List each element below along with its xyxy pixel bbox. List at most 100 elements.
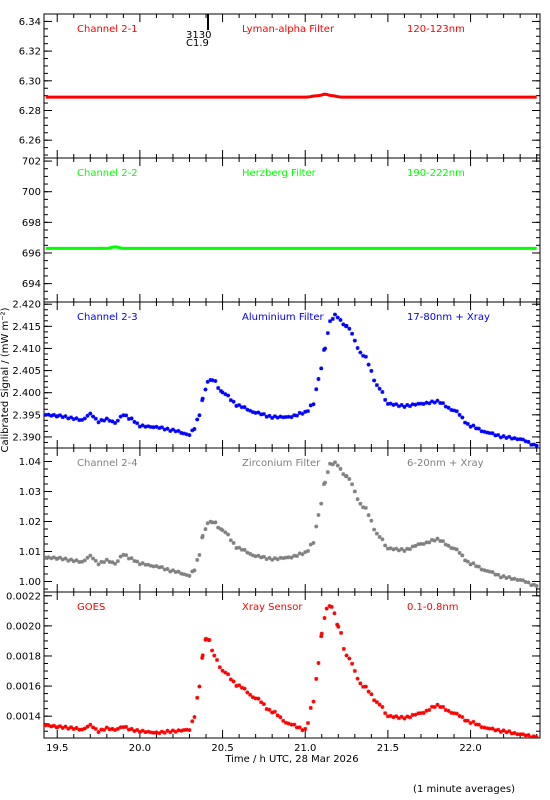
data-point [93, 558, 98, 563]
data-point [203, 527, 208, 532]
data-point [496, 727, 501, 732]
data-point [300, 411, 305, 416]
data-point [190, 569, 195, 574]
data-point [250, 410, 255, 415]
data-point [129, 556, 134, 561]
data-point [490, 431, 495, 436]
data-point [99, 418, 104, 423]
data-point [253, 696, 258, 701]
data-point [278, 715, 283, 720]
data-point [363, 505, 368, 510]
data-point [383, 711, 388, 716]
panel-5: 0.0014 0.0016 0.0018 0.0020 0.0022 GOES Xray S… [6, 591, 541, 739]
x-ticks [56, 158, 538, 302]
data-point [154, 424, 159, 429]
data-point [69, 725, 74, 730]
x-axis-label: Time / h UTC, 28 Mar 2026 [224, 754, 358, 765]
data-point [91, 725, 96, 730]
data-point [200, 533, 205, 538]
y-tick-labels: 2.390 2.395 2.400 2.405 2.410 2.415 2.420 [12, 300, 41, 444]
data-point [44, 555, 48, 560]
data-point [281, 556, 286, 561]
data-point [267, 555, 272, 560]
data-point [261, 554, 266, 559]
data-point [63, 724, 68, 729]
data-point [323, 480, 328, 485]
data-point [250, 695, 255, 700]
panel-frame [43, 447, 541, 593]
data-point [515, 437, 520, 442]
data-point [283, 415, 288, 420]
series-line [45, 92, 537, 99]
data-point [435, 398, 440, 403]
data-point [457, 550, 462, 555]
data-point [159, 425, 164, 430]
data-point [49, 556, 54, 561]
y-tick-label: 2.420 [12, 300, 41, 311]
data-point [526, 580, 531, 585]
panel-title: Channel 2-4 [77, 458, 138, 469]
data-point [140, 561, 145, 566]
data-point [432, 400, 437, 405]
data-point [347, 477, 352, 482]
data-point [350, 661, 355, 666]
data-point [126, 727, 131, 732]
data-point [338, 317, 343, 322]
data-point [501, 434, 506, 439]
data-point [71, 559, 76, 564]
data-point [218, 388, 223, 393]
panel-title: Channel 2-1 [77, 24, 138, 35]
data-point [46, 723, 51, 728]
data-point [200, 398, 205, 403]
data-point [377, 535, 382, 540]
y-tick-label: 1.02 [19, 517, 41, 528]
data-point [523, 439, 528, 444]
data-point [107, 727, 112, 732]
data-point [421, 401, 426, 406]
data-point [520, 578, 525, 583]
data-point [374, 531, 379, 536]
data-point [509, 731, 514, 736]
data-point [336, 624, 341, 629]
data-point [391, 402, 396, 407]
data-point [292, 553, 297, 558]
data-point [237, 683, 242, 688]
data-point [46, 412, 51, 417]
data-point [487, 431, 492, 436]
data-point [443, 542, 448, 547]
data-point [135, 727, 140, 732]
data-point [121, 725, 126, 730]
data-point [350, 482, 355, 487]
data-point [146, 424, 151, 429]
data-point [305, 721, 310, 726]
data-point [107, 559, 112, 564]
data-point [74, 725, 79, 730]
footnote: (1 minute averages) [413, 784, 515, 795]
y-tick-label: 700 [22, 187, 41, 198]
data-point [162, 730, 167, 735]
data-point [210, 378, 215, 383]
data-point [328, 461, 333, 466]
y-tick-label: 1.01 [19, 547, 41, 558]
data-point [55, 556, 60, 561]
data-point [57, 413, 62, 418]
y-tick-label: 696 [22, 248, 41, 259]
band-label: 120-123nm [407, 24, 465, 35]
data-point [179, 728, 184, 733]
data-point [228, 677, 233, 682]
data-point [110, 560, 115, 565]
data-point [151, 425, 156, 430]
data-point [226, 672, 231, 677]
data-point [192, 715, 197, 720]
data-point [338, 466, 343, 471]
data-point [208, 519, 213, 524]
data-point [366, 513, 371, 518]
data-point [335, 622, 340, 627]
data-point [66, 726, 71, 731]
data-point [332, 460, 337, 465]
data-point [391, 547, 396, 552]
band-label: 190-222nm [407, 168, 465, 179]
data-point [418, 541, 423, 546]
y-tick-label: 694 [22, 279, 41, 290]
data-point [118, 554, 123, 559]
